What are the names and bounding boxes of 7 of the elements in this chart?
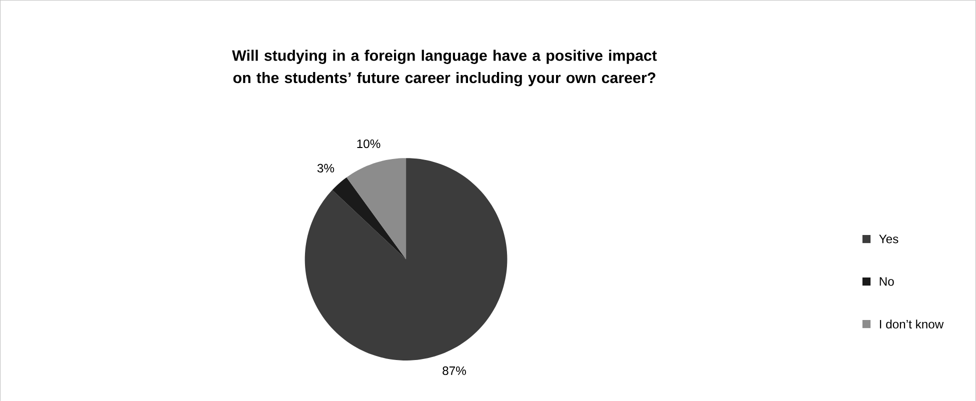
legend-label: No [880, 277, 894, 286]
legend-label: Yes [879, 234, 898, 244]
data-label: 10% [357, 139, 380, 148]
chart-title: Will studying in a foreign language have a positive impact on the students’ future career including your own career? [232, 50, 657, 86]
data-label: 87% [442, 366, 466, 375]
legend-label: I don’t know [880, 320, 944, 328]
data-label: 3% [317, 164, 334, 172]
